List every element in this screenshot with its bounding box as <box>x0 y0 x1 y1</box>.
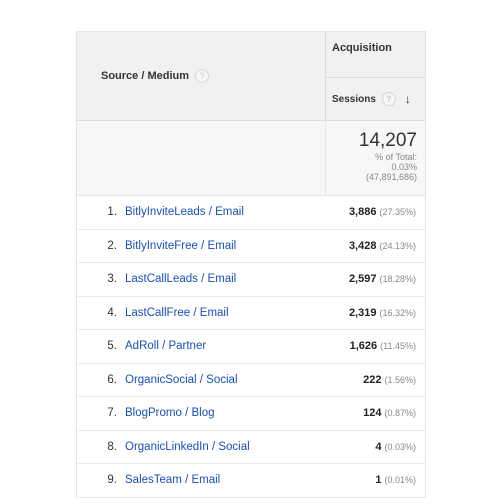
row-number: 6. <box>107 373 117 386</box>
sessions-cell: 1,626 (11.45%) <box>326 340 425 352</box>
sessions-value: 124 <box>363 407 382 420</box>
sessions-value: 3,886 <box>348 206 377 219</box>
sessions-value: 1 <box>375 474 382 487</box>
source-cell: 9. SalesTeam / Email <box>77 474 326 486</box>
sessions-percent: (0.87%) <box>384 408 416 419</box>
sort-descending-icon[interactable]: ↓ <box>404 92 411 106</box>
row-number: 2. <box>107 239 117 252</box>
table-row: 9. SalesTeam / Email 1 (0.01%) <box>77 464 425 498</box>
percent-of-total-value: 0.03% <box>391 162 417 172</box>
sessions-header[interactable]: Sessions ? ↓ <box>326 78 425 120</box>
sessions-percent: (27.35%) <box>379 207 416 218</box>
sessions-cell: 1 (0.01%) <box>326 474 425 486</box>
row-number: 3. <box>107 273 117 286</box>
source-cell: 3. LastCallLeads / Email <box>77 273 326 285</box>
table-row: 4. LastCallFree / Email 2,319 (16.32%) <box>77 297 425 330</box>
help-icon[interactable]: ? <box>381 92 396 106</box>
source-medium-link[interactable]: LastCallLeads / Email <box>125 273 237 286</box>
sessions-percent: (0.01%) <box>384 475 416 486</box>
table-row: 1. BitlyInviteLeads / Email 3,886 (27.35%) <box>77 196 425 230</box>
sessions-value: 2,597 <box>348 273 377 286</box>
source-medium-header[interactable]: Source / Medium ? <box>77 32 326 120</box>
source-medium-link[interactable]: SalesTeam / Email <box>125 474 221 487</box>
source-cell: 4. LastCallFree / Email <box>77 307 326 319</box>
row-number: 5. <box>107 340 117 353</box>
sessions-cell: 3,428 (24.13%) <box>326 240 425 252</box>
source-medium-link[interactable]: BlogPromo / Blog <box>125 407 215 420</box>
source-medium-label: Source / Medium <box>101 70 190 82</box>
sessions-percent: (0.03%) <box>384 441 416 452</box>
sessions-label: Sessions <box>332 93 376 105</box>
sessions-value: 2,319 <box>348 306 377 319</box>
sessions-cell: 2,319 (16.32%) <box>326 307 425 319</box>
table-header: Source / Medium ? Acquisition Sessions ?… <box>77 32 425 121</box>
total-sessions: 14,207 <box>358 130 417 151</box>
source-medium-link[interactable]: BitlyInviteFree / Email <box>125 239 237 252</box>
sessions-cell: 2,597 (18.28%) <box>326 273 425 285</box>
table-row: 7. BlogPromo / Blog 124 (0.87%) <box>77 397 425 431</box>
table-row: 8. OrganicLinkedIn / Social 4 (0.03%) <box>77 431 425 464</box>
totals-row: 14,207 % of Total: 0.03% (47,891,686) <box>77 121 425 196</box>
acquisition-label: Acquisition <box>326 32 425 78</box>
percent-of-total-label: % of Total: <box>375 152 417 162</box>
source-medium-link[interactable]: OrganicLinkedIn / Social <box>125 440 250 453</box>
row-number: 4. <box>107 306 117 319</box>
sessions-percent: (16.32%) <box>379 307 416 318</box>
sessions-percent: (11.45%) <box>380 341 416 352</box>
source-cell: 2. BitlyInviteFree / Email <box>77 240 326 252</box>
row-number: 7. <box>107 407 117 420</box>
sessions-value: 3,428 <box>348 239 377 252</box>
sessions-value: 4 <box>375 440 382 453</box>
sessions-cell: 124 (0.87%) <box>326 407 425 419</box>
source-cell: 8. OrganicLinkedIn / Social <box>77 441 326 453</box>
source-medium-link[interactable]: AdRoll / Partner <box>125 340 207 353</box>
totals-cell: 14,207 % of Total: 0.03% (47,891,686) <box>326 121 425 195</box>
table-row: 3. LastCallLeads / Email 2,597 (18.28%) <box>77 263 425 297</box>
sessions-value: 222 <box>363 373 382 386</box>
table-row: 2. BitlyInviteFree / Email 3,428 (24.13%) <box>77 230 425 263</box>
source-cell: 7. BlogPromo / Blog <box>77 407 326 419</box>
row-number: 8. <box>107 440 117 453</box>
sessions-percent: (1.56%) <box>384 374 416 385</box>
source-medium-link[interactable]: OrganicSocial / Social <box>125 373 238 386</box>
sessions-cell: 222 (1.56%) <box>326 374 425 386</box>
table-row: 5. AdRoll / Partner 1,626 (11.45%) <box>77 330 425 364</box>
sessions-cell: 4 (0.03%) <box>326 441 425 453</box>
row-number: 1. <box>107 206 117 219</box>
sessions-value: 1,626 <box>349 340 378 353</box>
grand-total: (47,891,686) <box>365 172 417 182</box>
source-medium-link[interactable]: LastCallFree / Email <box>125 306 229 319</box>
analytics-table: Source / Medium ? Acquisition Sessions ?… <box>76 31 426 498</box>
source-medium-link[interactable]: BitlyInviteLeads / Email <box>125 206 244 219</box>
sessions-cell: 3,886 (27.35%) <box>326 206 425 218</box>
row-number: 9. <box>107 474 117 487</box>
source-cell: 6. OrganicSocial / Social <box>77 374 326 386</box>
metrics-header: Acquisition Sessions ? ↓ <box>326 32 425 120</box>
sessions-percent: (18.28%) <box>379 274 416 285</box>
source-cell: 5. AdRoll / Partner <box>77 340 326 352</box>
source-cell: 1. BitlyInviteLeads / Email <box>77 206 326 218</box>
table-body: 1. BitlyInviteLeads / Email 3,886 (27.35%) 2… <box>77 196 425 498</box>
help-icon[interactable]: ? <box>195 69 210 83</box>
sessions-percent: (24.13%) <box>379 240 416 251</box>
table-row: 6. OrganicSocial / Social 222 (1.56%) <box>77 364 425 397</box>
